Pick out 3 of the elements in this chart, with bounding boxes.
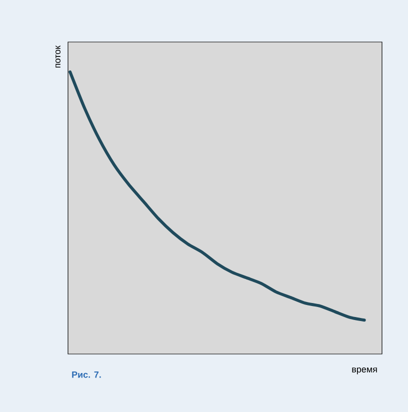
x-axis-title: время [352,368,377,374]
y-axis-title: поток [56,45,60,68]
text: Рис. 7. [72,372,101,378]
